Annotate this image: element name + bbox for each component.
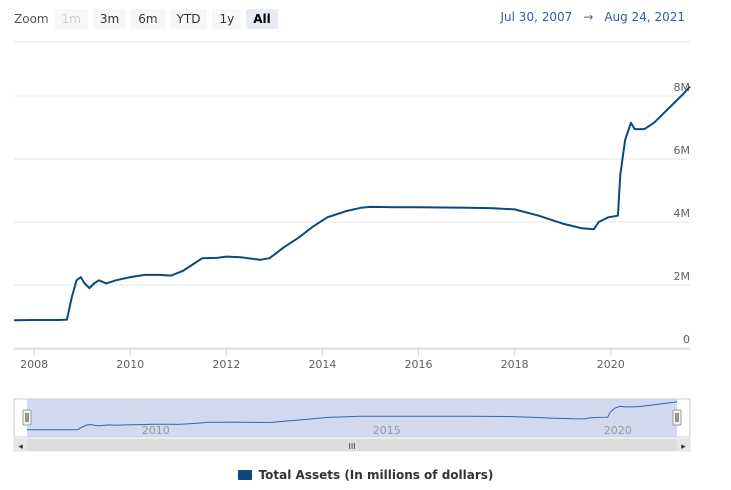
navigator-handle-right[interactable] bbox=[672, 409, 682, 426]
scroll-right-icon: ▸ bbox=[681, 442, 686, 452]
zoom-toolbar: Zoom 1m 3m 6m YTD 1y All bbox=[14, 8, 283, 30]
x-axis: 2008 2010 2012 2014 2016 2018 2020 bbox=[14, 348, 690, 371]
x-tick-label: 2010 bbox=[116, 358, 144, 371]
navigator-handle-left[interactable] bbox=[22, 409, 32, 426]
range-arrow-icon: → bbox=[583, 10, 594, 24]
scroll-left-button bbox=[14, 439, 27, 451]
legend-swatch bbox=[237, 470, 252, 480]
y-tick-label: 2M bbox=[674, 270, 691, 283]
y-axis: 0 2M 4M 6M 8M bbox=[674, 81, 691, 346]
x-tick-label: 2018 bbox=[501, 358, 529, 371]
zoom-1y-button[interactable]: 1y bbox=[212, 9, 242, 29]
navigator-tick-label: 2020 bbox=[604, 424, 632, 437]
zoom-all-button[interactable]: All bbox=[246, 9, 278, 29]
zoom-1m-button[interactable]: 1m bbox=[54, 9, 88, 29]
date-range: Jul 30, 2007 → Aug 24, 2021 bbox=[501, 10, 685, 24]
navigator-tick-label: 2015 bbox=[373, 424, 401, 437]
range-from-date[interactable]: Jul 30, 2007 bbox=[500, 10, 573, 24]
series-line-total-assets bbox=[13, 85, 691, 322]
x-tick-label: 2012 bbox=[212, 358, 240, 371]
zoom-3m-button[interactable]: 3m bbox=[92, 9, 127, 29]
x-tick-label: 2014 bbox=[308, 358, 336, 371]
y-tick-label: 6M bbox=[674, 144, 691, 157]
scroll-left-icon: ◂ bbox=[18, 442, 23, 452]
zoom-ytd-button[interactable]: YTD bbox=[169, 9, 208, 29]
handle-grip-icon bbox=[672, 409, 682, 426]
handle-grip-icon bbox=[22, 409, 32, 426]
navigator-tick-label: 2010 bbox=[142, 424, 170, 437]
scroll-right-button bbox=[677, 439, 690, 451]
legend-label: Total Assets (In millions of dollars) bbox=[258, 468, 494, 482]
navigator-selection bbox=[27, 399, 677, 437]
y-tick-label: 4M bbox=[674, 207, 691, 220]
y-tick-label: 8M bbox=[674, 81, 691, 94]
navigator[interactable]: 2010 2015 2020 bbox=[13, 398, 691, 438]
y-tick-label: 0 bbox=[683, 333, 690, 346]
scrollbar-thumb bbox=[27, 439, 677, 451]
legend[interactable]: Total Assets (In millions of dollars) bbox=[0, 468, 731, 482]
x-tick-label: 2016 bbox=[405, 358, 433, 371]
scrollbar[interactable]: ◂ ▸ III bbox=[13, 438, 691, 452]
chart-canvas: 0 2M 4M 6M 8M 2008 2010 2012 2014 2016 2018 2020 2… bbox=[13, 41, 691, 452]
scroll-grip-icon: III bbox=[348, 442, 355, 451]
x-tick-label: 2008 bbox=[20, 358, 48, 371]
zoom-label: Zoom bbox=[14, 12, 49, 26]
grid-lines bbox=[14, 41, 690, 349]
range-to-date[interactable]: Aug 24, 2021 bbox=[604, 10, 685, 24]
x-tick-label: 2020 bbox=[597, 358, 625, 371]
series-layer bbox=[13, 85, 691, 322]
zoom-6m-button[interactable]: 6m bbox=[131, 9, 165, 29]
navigator-series-line bbox=[27, 401, 678, 431]
